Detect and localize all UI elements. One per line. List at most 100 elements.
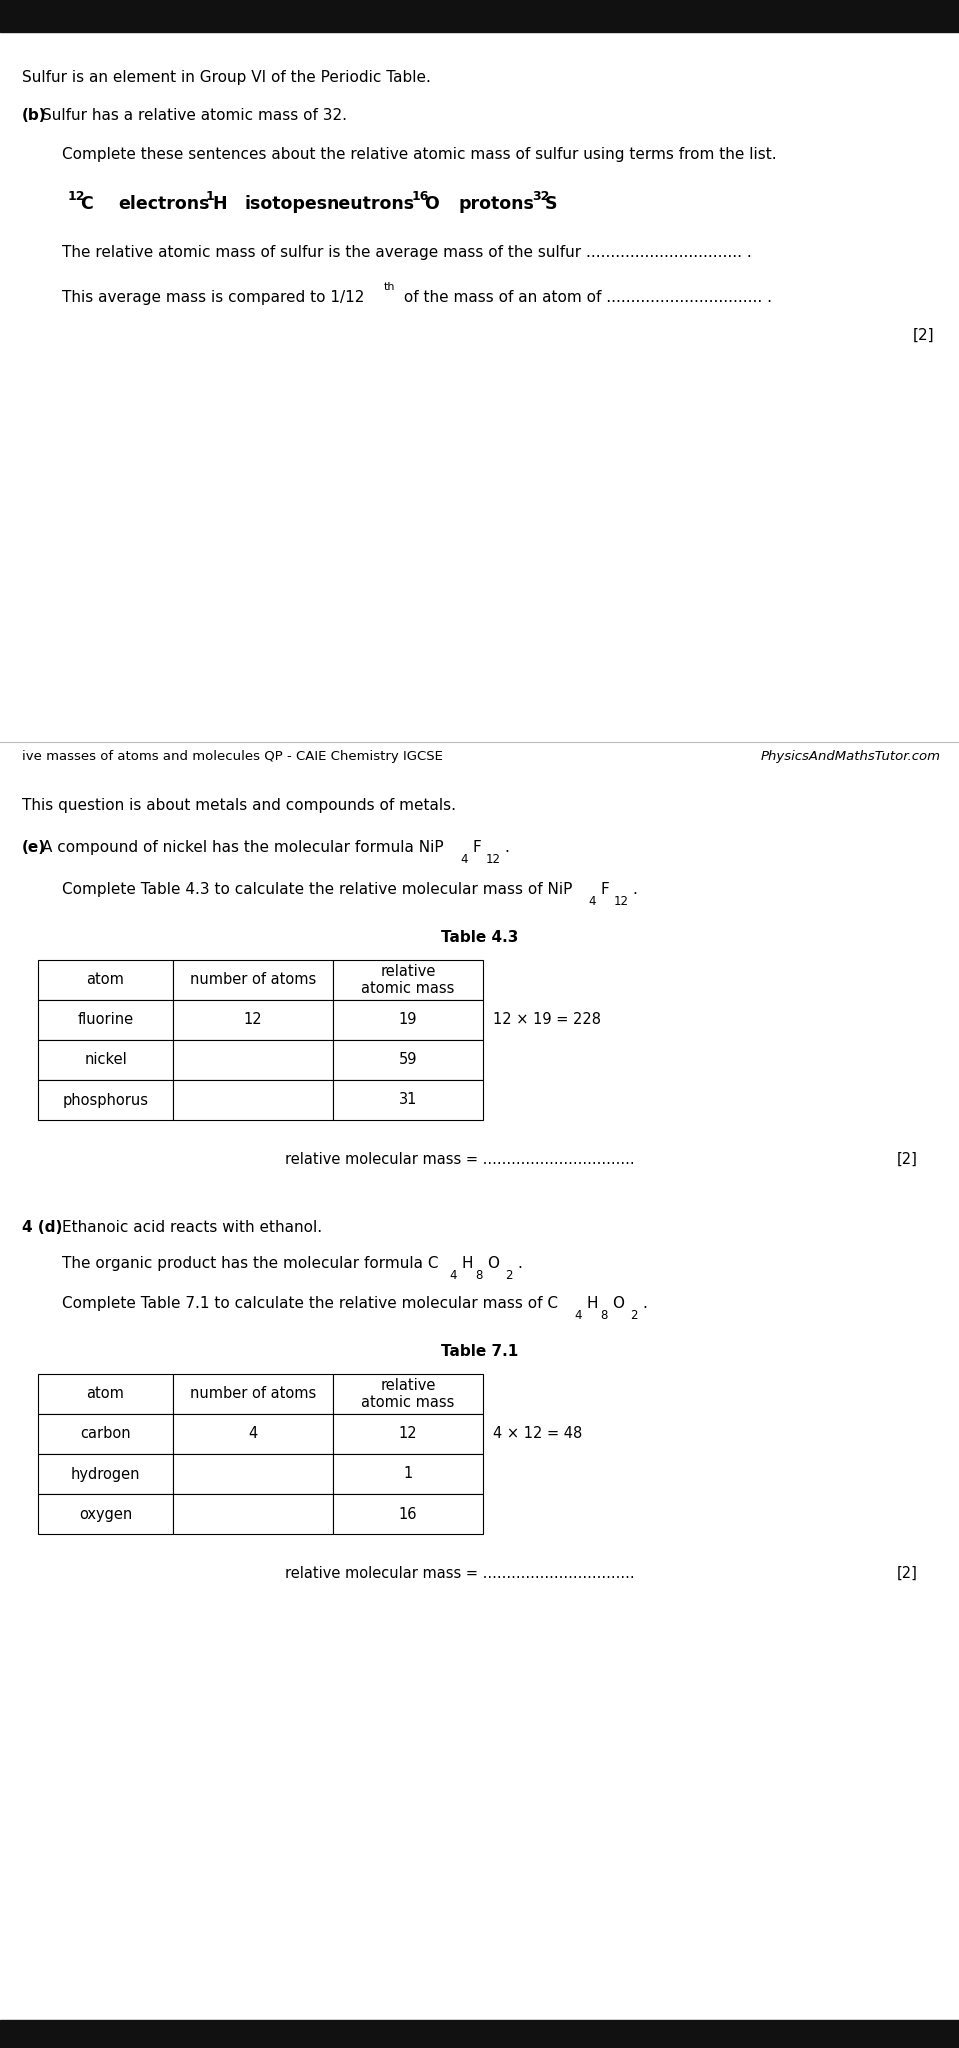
Text: O: O (612, 1296, 624, 1311)
Text: 2: 2 (505, 1270, 512, 1282)
Text: 12: 12 (244, 1012, 263, 1028)
Text: 31: 31 (399, 1092, 417, 1108)
Text: 16: 16 (399, 1507, 417, 1522)
Text: 4: 4 (460, 854, 467, 866)
Text: .: . (517, 1255, 522, 1272)
Text: relative molecular mass = ................................: relative molecular mass = ..............… (285, 1567, 634, 1581)
Bar (333, 1493, 483, 1534)
Text: F: F (472, 840, 480, 854)
Text: atom: atom (86, 973, 125, 987)
Text: .: . (642, 1296, 647, 1311)
Text: This question is about metals and compounds of metals.: This question is about metals and compou… (22, 799, 456, 813)
Text: C: C (81, 195, 93, 213)
Text: Table 7.1: Table 7.1 (441, 1343, 518, 1360)
Bar (173, 1040, 333, 1079)
Bar (173, 1079, 333, 1120)
Text: 12: 12 (486, 854, 501, 866)
Text: ive masses of atoms and molecules QP - CAIE Chemistry IGCSE: ive masses of atoms and molecules QP - C… (22, 750, 443, 764)
Bar (333, 999, 483, 1040)
Text: relative
atomic mass: relative atomic mass (362, 1378, 455, 1411)
Text: nickel: nickel (84, 1053, 127, 1067)
Text: protons: protons (458, 195, 534, 213)
Text: S: S (545, 195, 557, 213)
Text: 12: 12 (399, 1427, 417, 1442)
Text: .: . (632, 883, 637, 897)
Text: 4: 4 (574, 1309, 581, 1323)
Text: .: . (504, 840, 509, 854)
Text: O: O (487, 1255, 499, 1272)
Text: oxygen: oxygen (79, 1507, 132, 1522)
Text: hydrogen: hydrogen (71, 1466, 140, 1481)
Bar (173, 961, 333, 999)
Text: H: H (461, 1255, 473, 1272)
Bar (173, 1374, 333, 1413)
Bar (173, 1493, 333, 1534)
Text: (b): (b) (22, 109, 47, 123)
Bar (0, 0, 959, 33)
Text: 1: 1 (404, 1466, 412, 1481)
Bar (333, 1040, 483, 1079)
Bar (333, 1413, 483, 1454)
Text: [2]: [2] (912, 328, 934, 342)
Bar (333, 961, 483, 999)
Bar (38, 1374, 173, 1413)
Bar (0, 2019, 959, 2048)
Bar (38, 1413, 173, 1454)
Text: H: H (586, 1296, 597, 1311)
Text: The relative atomic mass of sulfur is the average mass of the sulfur ...........: The relative atomic mass of sulfur is th… (62, 246, 752, 260)
Text: Complete Table 7.1 to calculate the relative molecular mass of C: Complete Table 7.1 to calculate the rela… (62, 1296, 558, 1311)
Bar (38, 999, 173, 1040)
Text: The organic product has the molecular formula C: The organic product has the molecular fo… (62, 1255, 438, 1272)
Text: Complete Table 4.3 to calculate the relative molecular mass of NiP: Complete Table 4.3 to calculate the rela… (62, 883, 573, 897)
Text: [2]: [2] (897, 1567, 918, 1581)
Text: Sulfur has a relative atomic mass of 32.: Sulfur has a relative atomic mass of 32. (42, 109, 347, 123)
Text: 19: 19 (399, 1012, 417, 1028)
Text: 16: 16 (412, 190, 430, 203)
Bar (38, 1493, 173, 1534)
Text: relative
atomic mass: relative atomic mass (362, 965, 455, 995)
Text: 4 × 12 = 48: 4 × 12 = 48 (493, 1427, 582, 1442)
Text: neutrons: neutrons (326, 195, 414, 213)
Text: (e): (e) (22, 840, 46, 854)
Text: PhysicsAndMathsTutor.com: PhysicsAndMathsTutor.com (761, 750, 941, 764)
Text: of the mass of an atom of ................................ .: of the mass of an atom of ..............… (399, 291, 772, 305)
Text: F: F (600, 883, 609, 897)
Bar (173, 1454, 333, 1493)
Text: number of atoms: number of atoms (190, 973, 316, 987)
Text: Ethanoic acid reacts with ethanol.: Ethanoic acid reacts with ethanol. (62, 1221, 322, 1235)
Text: This average mass is compared to 1/12: This average mass is compared to 1/12 (62, 291, 364, 305)
Text: 8: 8 (475, 1270, 482, 1282)
Text: 4: 4 (588, 895, 596, 907)
Text: number of atoms: number of atoms (190, 1386, 316, 1401)
Text: [2]: [2] (897, 1151, 918, 1167)
Text: Table 4.3: Table 4.3 (441, 930, 518, 944)
Bar (333, 1079, 483, 1120)
Text: 12: 12 (614, 895, 629, 907)
Text: A compound of nickel has the molecular formula NiP: A compound of nickel has the molecular f… (42, 840, 444, 854)
Text: electrons: electrons (118, 195, 209, 213)
Text: 1: 1 (206, 190, 215, 203)
Text: 12: 12 (68, 190, 85, 203)
Text: 59: 59 (399, 1053, 417, 1067)
Text: th: th (384, 283, 395, 293)
Bar (38, 1079, 173, 1120)
Text: relative molecular mass = ................................: relative molecular mass = ..............… (285, 1151, 634, 1167)
Text: Complete these sentences about the relative atomic mass of sulfur using terms fr: Complete these sentences about the relat… (62, 147, 777, 162)
Text: 2: 2 (630, 1309, 638, 1323)
Text: 12 × 19 = 228: 12 × 19 = 228 (493, 1012, 601, 1028)
Text: 4 (d): 4 (d) (22, 1221, 62, 1235)
Text: isotopes: isotopes (244, 195, 327, 213)
Bar (333, 1454, 483, 1493)
Text: 8: 8 (600, 1309, 607, 1323)
Bar (173, 999, 333, 1040)
Text: 4: 4 (248, 1427, 258, 1442)
Bar (38, 1040, 173, 1079)
Text: O: O (425, 195, 439, 213)
Text: carbon: carbon (81, 1427, 130, 1442)
Bar (333, 1374, 483, 1413)
Text: phosphorus: phosphorus (62, 1092, 149, 1108)
Text: fluorine: fluorine (78, 1012, 133, 1028)
Text: Sulfur is an element in Group VI of the Periodic Table.: Sulfur is an element in Group VI of the … (22, 70, 431, 86)
Text: atom: atom (86, 1386, 125, 1401)
Bar (173, 1413, 333, 1454)
